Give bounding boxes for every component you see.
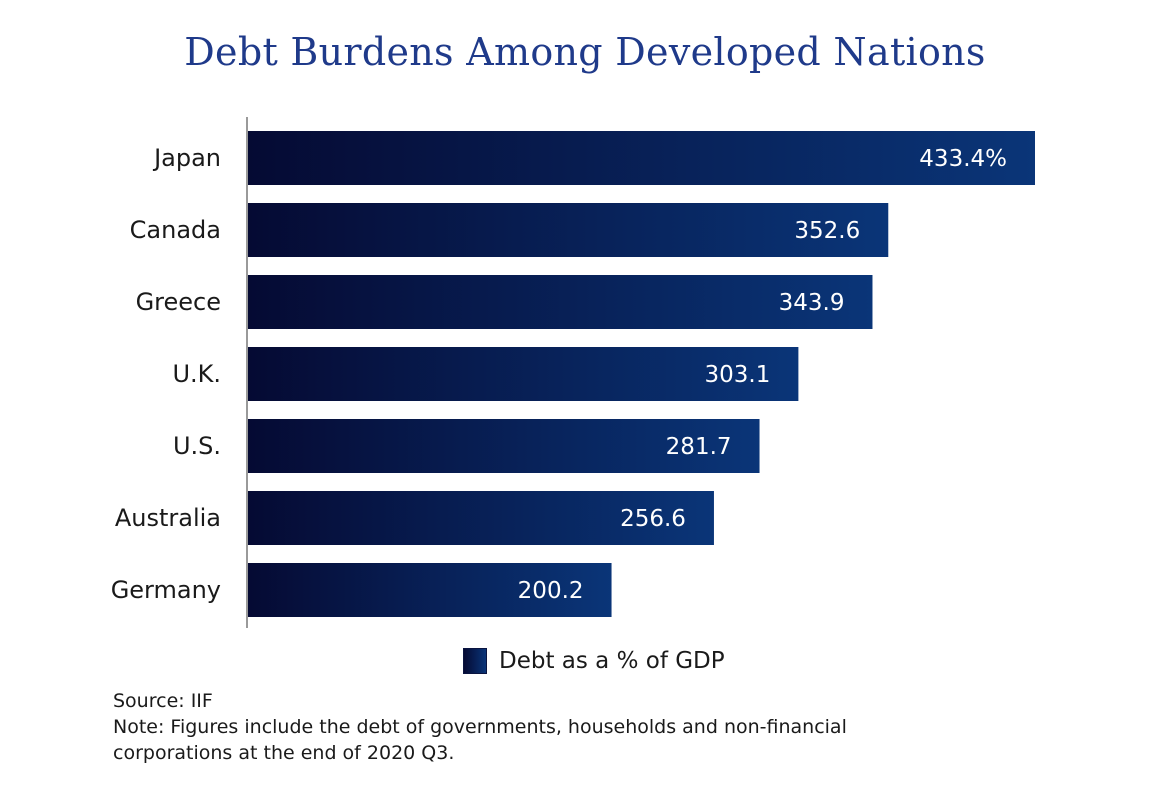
note-line-1: Note: Figures include the debt of govern… [113,716,847,738]
source-note: Source: IIF [113,690,213,712]
value-label: 200.2 [518,578,584,604]
legend: Debt as a % of GDP [463,646,725,676]
legend-swatch [463,648,487,674]
category-label: U.S. [173,432,221,460]
legend-label: Debt as a % of GDP [499,648,725,674]
category-label: Australia [115,504,221,532]
value-label: 256.6 [620,506,686,532]
category-label: Japan [152,144,221,172]
bar-u-k [248,347,799,401]
bar-u-s [248,419,760,473]
bar-japan [248,131,1035,185]
bar-greece [248,275,873,329]
bar-australia [248,491,714,545]
chart-title: Debt Burdens Among Developed Nations [184,30,986,74]
bar-canada [248,203,889,257]
value-label: 433.4% [919,146,1007,172]
bar-germany [248,563,612,617]
category-label: Germany [111,576,221,604]
footnotes: Source: IIF Note: Figures include the de… [113,688,1013,766]
category-label: U.K. [172,360,221,388]
note-line-2: corporations at the end of 2020 Q3. [113,742,455,764]
value-label: 303.1 [705,362,771,388]
bar-chart: Japan 433.4% Canada 352.6 Greece 343.9 U.K. 303… [111,117,1035,628]
value-label: 281.7 [666,434,732,460]
category-label: Canada [130,216,221,244]
category-label: Greece [136,288,221,316]
value-label: 343.9 [779,290,845,316]
value-label: 352.6 [794,218,860,244]
